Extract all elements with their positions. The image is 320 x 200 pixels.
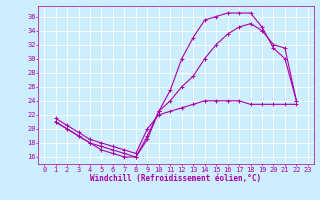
X-axis label: Windchill (Refroidissement éolien,°C): Windchill (Refroidissement éolien,°C) bbox=[91, 174, 261, 183]
